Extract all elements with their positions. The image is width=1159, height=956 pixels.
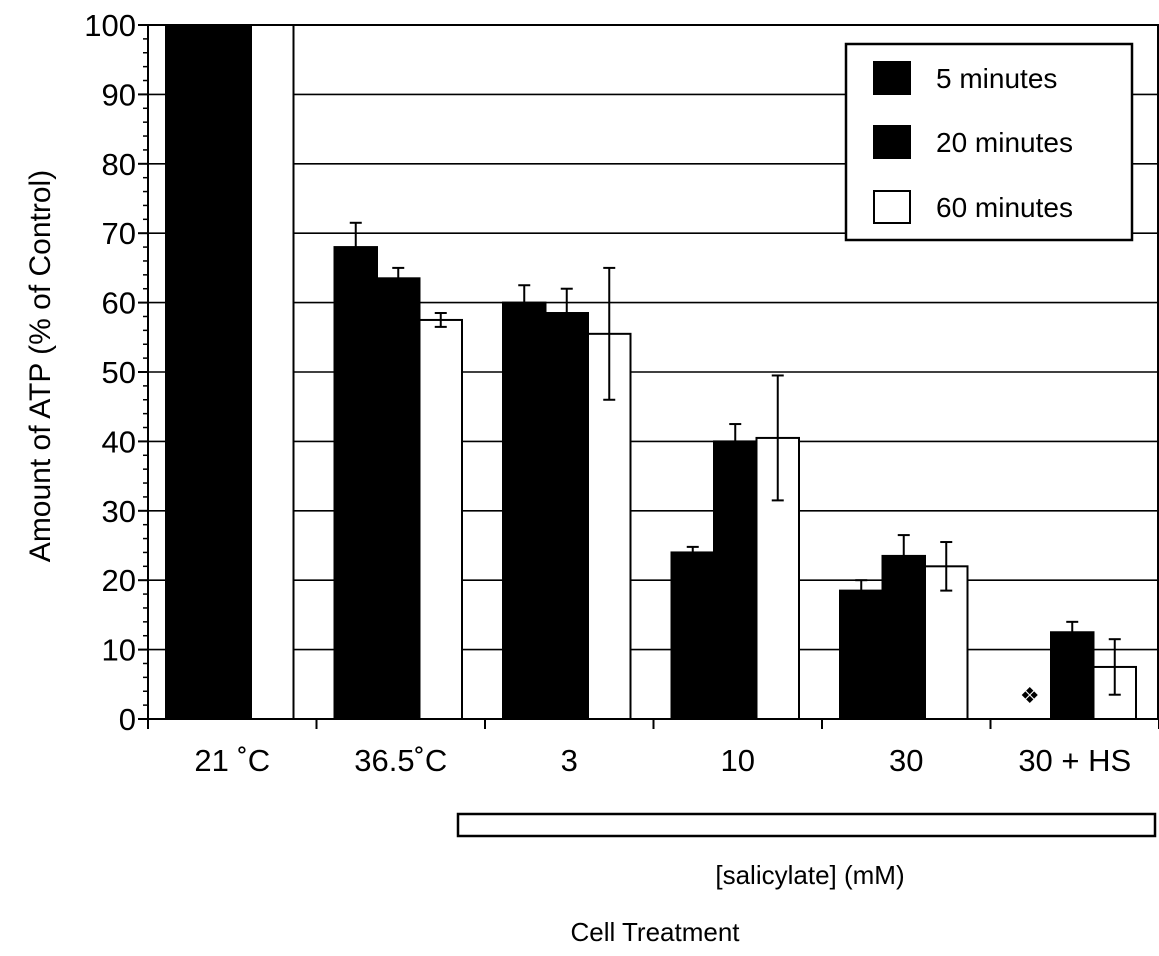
y-tick-label: 10: [102, 633, 136, 668]
bar: [207, 24, 252, 720]
legend: 5 minutes 20 minutes 60 minutes: [844, 42, 1134, 242]
y-tick-label: 0: [119, 702, 136, 737]
bar: [670, 551, 715, 720]
y-axis-title: Amount of ATP (% of Control): [24, 170, 57, 562]
legend-label: 20 minutes: [936, 127, 1073, 158]
bar: [376, 277, 421, 720]
bar: [333, 246, 378, 721]
y-tick-label: 100: [84, 8, 136, 43]
error-bar: [897, 534, 910, 578]
error-bar: [518, 284, 531, 321]
x-tick-label: 30 + HS: [1018, 743, 1131, 778]
y-tick-label: 90: [102, 77, 136, 112]
legend-swatch: [873, 125, 911, 159]
bar: [502, 301, 547, 720]
bar: [587, 332, 632, 720]
error-bar: [560, 287, 573, 339]
y-tick-label: 80: [102, 147, 136, 182]
y-tick-label: 70: [102, 216, 136, 251]
y-tick-label: 30: [102, 494, 136, 529]
legend-label: 60 minutes: [936, 192, 1073, 223]
bar: [165, 24, 210, 720]
annotation-marker: ❖: [1020, 683, 1040, 708]
bar: [544, 312, 589, 720]
legend-item: 20 minutes: [873, 125, 1073, 159]
bar: [881, 554, 926, 720]
x-tick-label: 21 ˚C: [194, 743, 270, 778]
y-tick-label: 60: [102, 286, 136, 321]
error-bar: [855, 579, 868, 603]
bar: [839, 589, 884, 720]
x-tick-label: 30: [889, 743, 923, 778]
salicylate-bracket-label: [salicylate] (mM): [715, 860, 904, 890]
x-tick-label: 36.5˚C: [354, 743, 447, 778]
error-bar: [1108, 638, 1121, 696]
legend-item: 60 minutes: [873, 190, 1073, 224]
legend-swatch: [873, 190, 911, 224]
bar: [713, 440, 758, 720]
legend-item: 5 minutes: [873, 61, 1057, 95]
y-tick-label: 50: [102, 355, 136, 390]
x-axis-title: Cell Treatment: [570, 917, 740, 947]
error-bar: [349, 221, 362, 273]
error-bar: [771, 374, 784, 502]
y-tick-label: 20: [102, 563, 136, 598]
salicylate-bracket: [456, 812, 1157, 838]
y-tick-label: 40: [102, 424, 136, 459]
x-tick-label: 10: [721, 743, 755, 778]
bar: [924, 565, 969, 720]
error-bar: [729, 423, 742, 460]
bar: [250, 24, 295, 720]
error-bar: [1066, 620, 1079, 644]
error-bar: [940, 541, 953, 592]
error-bar: [686, 545, 699, 559]
legend-label: 5 minutes: [936, 63, 1057, 94]
error-bar: [603, 266, 616, 401]
legend-swatch: [873, 61, 911, 95]
bar: [1050, 631, 1095, 720]
error-bar: [434, 312, 447, 328]
error-bar: [392, 266, 405, 290]
x-tick-label: 3: [561, 743, 578, 778]
bar: [418, 318, 463, 720]
